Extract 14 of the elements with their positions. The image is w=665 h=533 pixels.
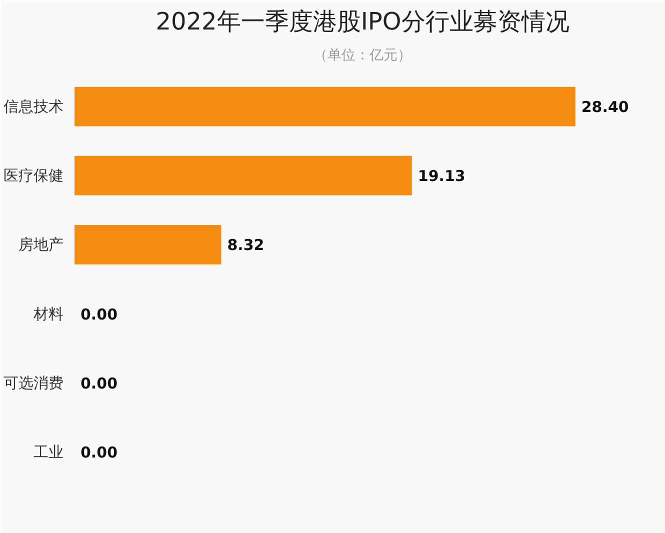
y-tick-label: 信息技术 [4, 98, 64, 116]
data-label: 0.00 [80, 444, 118, 462]
y-tick-label: 工业 [34, 443, 64, 462]
y-tick-label: 材料 [32, 304, 64, 323]
data-label: 19.13 [418, 167, 466, 186]
data-label: 28.40 [581, 98, 629, 116]
chart-subtitle: （单位：亿元） [314, 48, 412, 64]
y-tick-label: 可选消费 [4, 374, 64, 392]
chart-title: 2022年一季度港股IPO分行业募资情况 [156, 8, 570, 36]
y-tick-label: 医疗保健 [4, 166, 64, 185]
data-label: 8.32 [227, 236, 264, 254]
y-tick-label: 房地产 [18, 236, 64, 254]
data-label: 0.00 [80, 374, 118, 392]
data-label: 0.00 [80, 305, 118, 324]
